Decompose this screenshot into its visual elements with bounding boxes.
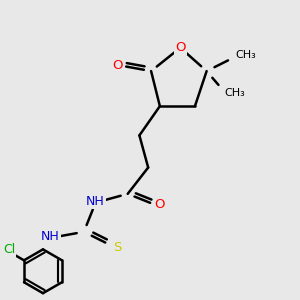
Text: CH₃: CH₃ xyxy=(236,50,256,60)
Text: O: O xyxy=(112,59,123,72)
Text: Cl: Cl xyxy=(3,243,15,256)
Text: NH: NH xyxy=(86,195,105,208)
Text: S: S xyxy=(113,242,122,254)
Text: CH₃: CH₃ xyxy=(224,88,245,98)
Text: O: O xyxy=(154,198,165,211)
Text: NH: NH xyxy=(41,230,60,243)
Text: O: O xyxy=(175,41,186,54)
